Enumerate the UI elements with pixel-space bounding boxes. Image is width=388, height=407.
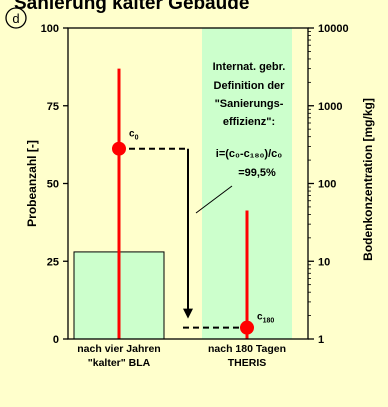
left-tick-label: 100 — [41, 23, 59, 35]
category-label: nach vier Jahren — [77, 343, 160, 355]
right-tick-label: 1000 — [318, 101, 342, 113]
annotation-pointer — [195, 185, 233, 214]
annotation-result: =99,5% — [238, 167, 276, 179]
panel-label-text: d — [12, 11, 19, 26]
panel-label: d — [5, 7, 27, 29]
right-tick-label: 100 — [318, 179, 336, 191]
right-tick-label: 10000 — [318, 23, 349, 35]
category-label: "kalter" BLA — [88, 357, 151, 369]
left-axis-title: Probeanzahl [-] — [25, 140, 39, 227]
left-tick-label: 0 — [53, 334, 59, 346]
annotation-formula: i=(c₀-c₁₈₀)/c₀ — [216, 148, 282, 160]
annotation-line: effizienz": — [223, 116, 275, 128]
right-axis-title: Bodenkonzentration [mg/kg] — [361, 98, 375, 261]
data-point — [112, 141, 126, 156]
left-axis-ticks: 0 25 50 75 100 — [41, 23, 68, 346]
left-tick-label: 50 — [47, 179, 59, 191]
category-labels: nach vier Jahren "kalter" BLA nach 180 Tag… — [77, 343, 286, 369]
category-label: nach 180 Tagen — [208, 343, 286, 355]
right-tick-label: 10 — [318, 256, 330, 268]
category-label: THERIS — [228, 357, 267, 369]
efficiency-annotation: Internat. gebr. Definition der "Sanierun… — [213, 61, 286, 179]
data-point-label: c180 — [257, 312, 274, 325]
right-axis-ticks: 1 10 100 1000 10000 — [308, 23, 349, 346]
annotation-line: "Sanierungs- — [215, 98, 284, 110]
ranges-layer — [117, 68, 249, 339]
panel-label-circle — [5, 7, 27, 29]
points-layer: c0 c180 — [112, 129, 274, 335]
annotation-line: Definition der — [214, 80, 286, 92]
data-point-label: c0 — [129, 129, 139, 142]
efficiency-connector — [119, 147, 247, 329]
left-tick-label: 25 — [47, 256, 59, 268]
right-tick-label: 1 — [318, 334, 324, 346]
bars-layer — [73, 28, 292, 340]
annotation-line: Internat. gebr. — [213, 61, 286, 73]
left-tick-label: 75 — [47, 101, 59, 113]
page-heading: Sanierung kalter Gebäude — [14, 0, 249, 14]
data-point — [240, 320, 254, 335]
